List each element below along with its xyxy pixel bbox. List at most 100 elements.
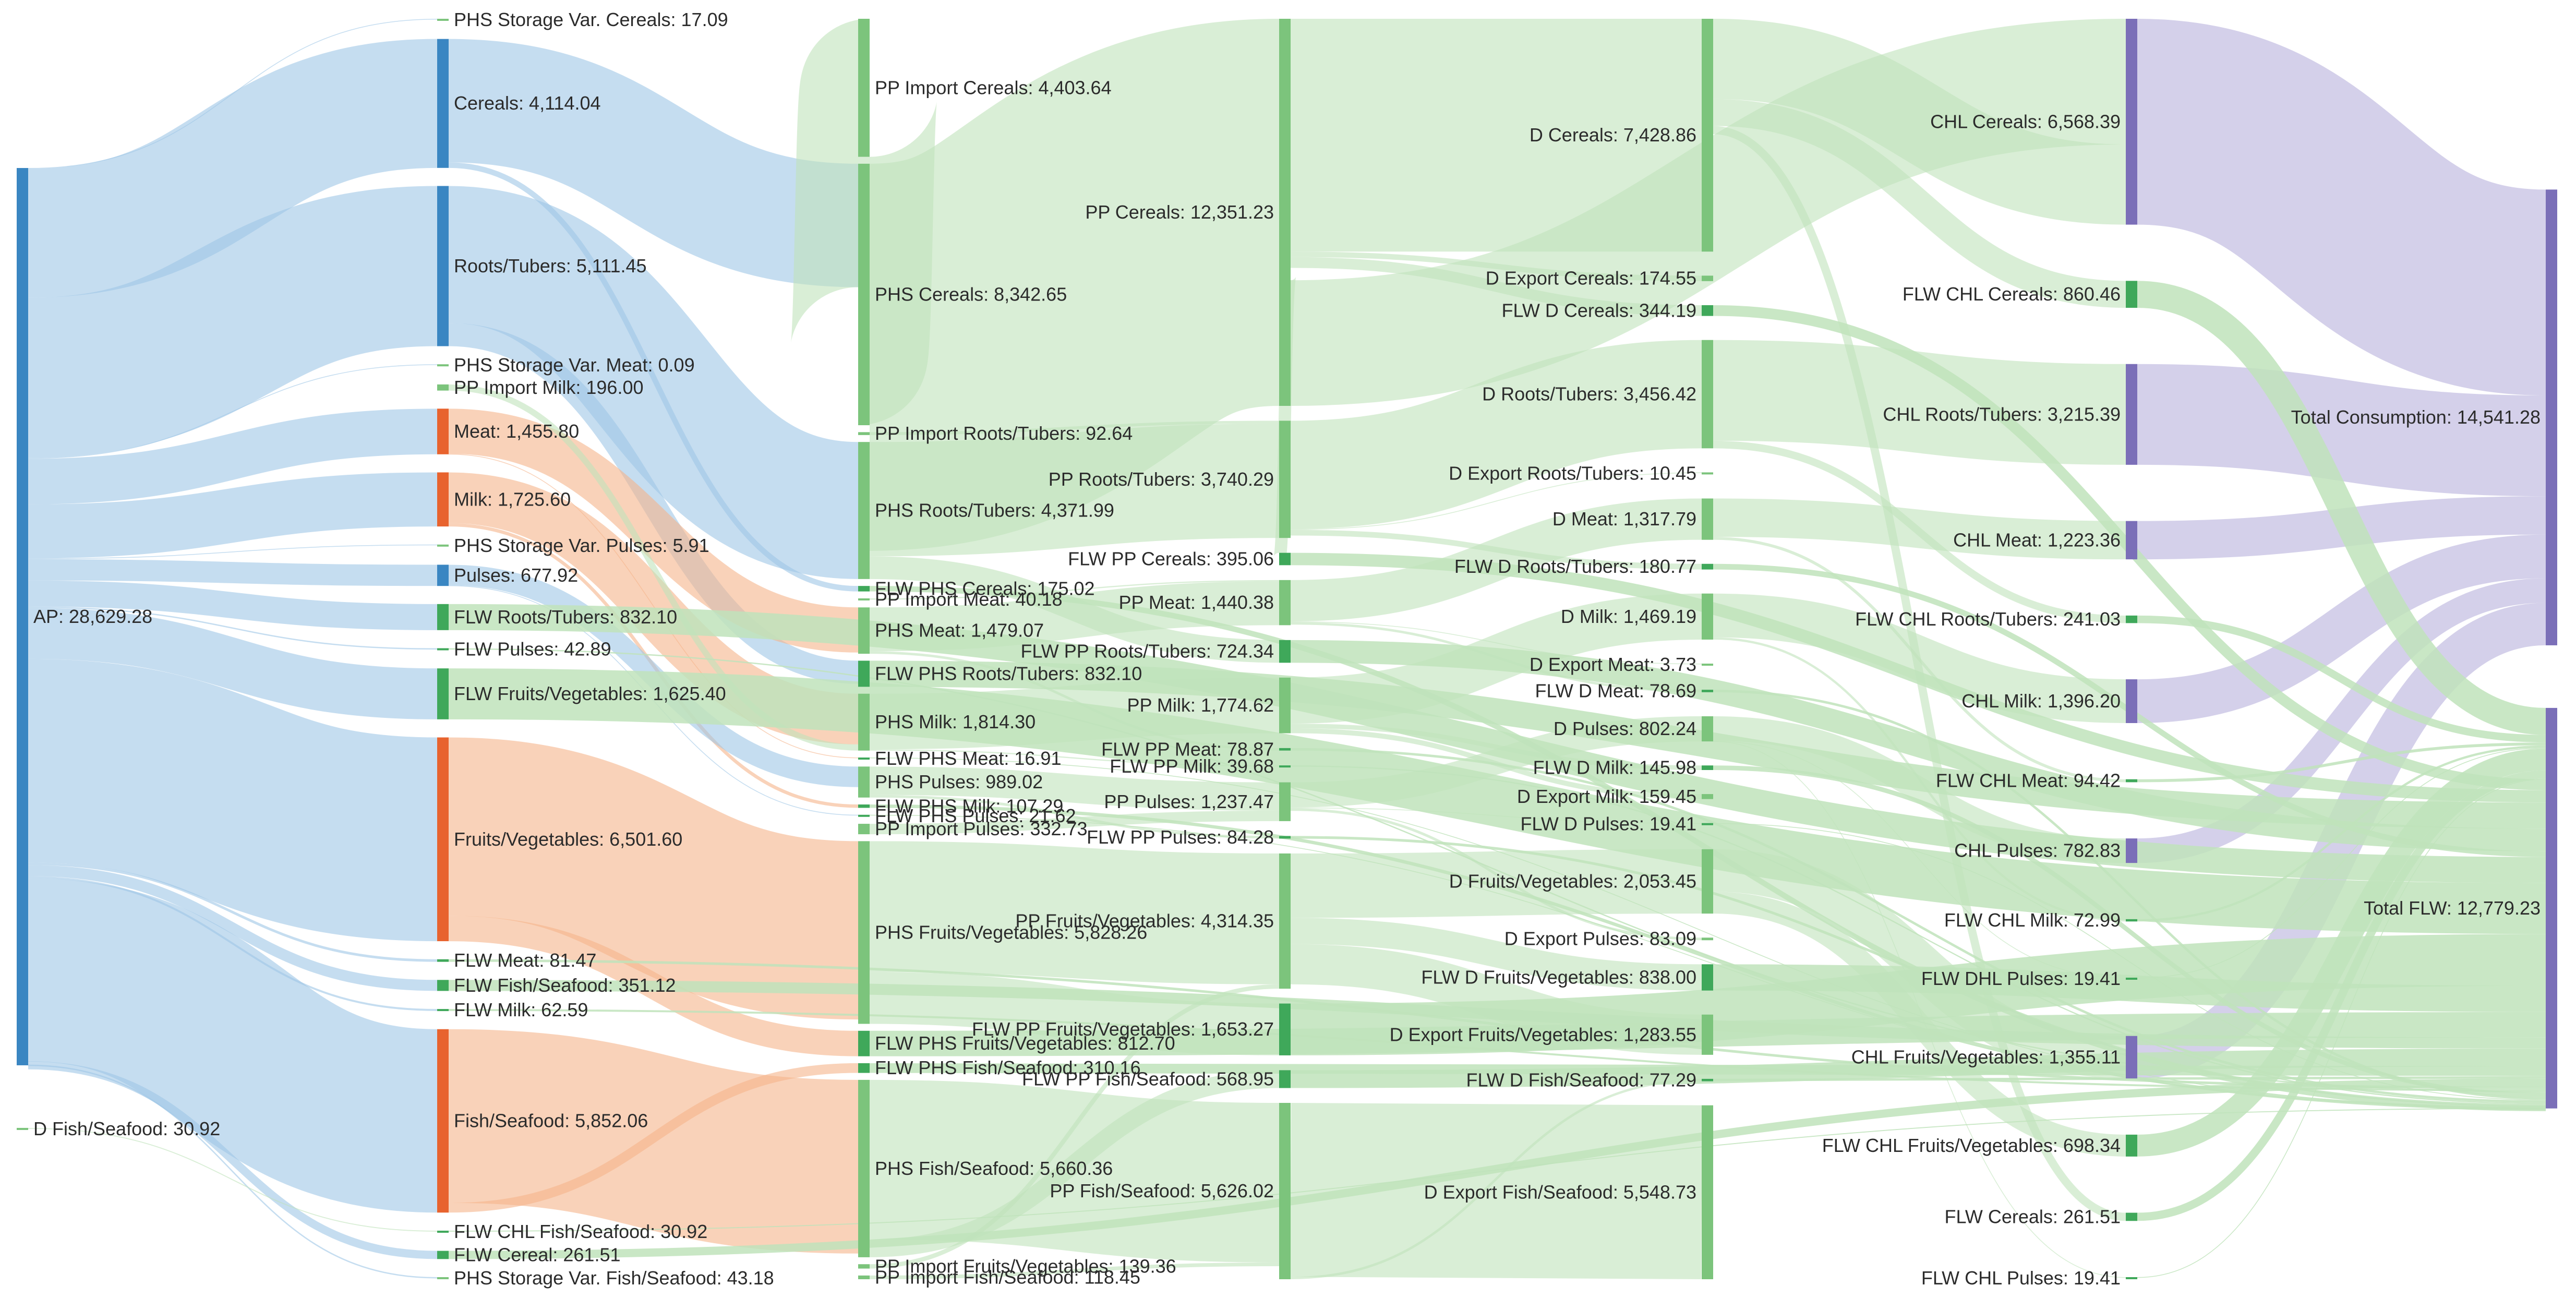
node-flw_pulses[interactable] — [437, 648, 449, 651]
link-cereals-to-phs_cereals[interactable] — [448, 39, 859, 287]
node-flw_pp_meat[interactable] — [1279, 748, 1291, 751]
link-ap-to-phs_sv_meat[interactable] — [28, 364, 438, 459]
node-d_exp_meat[interactable] — [1702, 664, 1713, 666]
link-ap-to-cereals[interactable] — [27, 39, 438, 298]
link-flw_phs_meat-to-total_flw[interactable] — [869, 758, 2546, 1109]
node-flw_meat[interactable] — [437, 959, 449, 962]
node-flw_d_milk[interactable] — [1702, 765, 1713, 770]
node-flw_phs_roots[interactable] — [858, 660, 870, 687]
link-phs_fv-to-flw_pp_fv[interactable] — [869, 972, 1280, 1055]
node-flw_phs_fish[interactable] — [858, 1063, 870, 1073]
node-flw_chl_fish[interactable] — [437, 1230, 449, 1233]
node-d_roots[interactable] — [1702, 340, 1713, 449]
node-phs_cereals[interactable] — [858, 163, 870, 426]
link-ap-to-phs_sv_pulses[interactable] — [28, 544, 438, 559]
node-flw_chl_pulses[interactable] — [2126, 1277, 2137, 1279]
node-phs_sv_cereals[interactable] — [437, 19, 449, 21]
node-d_fv[interactable] — [1702, 849, 1713, 914]
link-flw_chl_cereals-to-total_flw[interactable] — [2137, 281, 2546, 735]
node-d_meat[interactable] — [1702, 498, 1713, 540]
node-d_fish_l[interactable] — [17, 1127, 28, 1130]
node-flw_d_meat[interactable] — [1702, 690, 1713, 692]
link-chl_roots-to-total_cons[interactable] — [2137, 364, 2546, 497]
node-d_exp_fv[interactable] — [1702, 1014, 1713, 1055]
link-ap-to-fish[interactable] — [27, 878, 439, 1213]
node-flw_milk[interactable] — [437, 1009, 449, 1012]
node-cereals[interactable] — [437, 39, 449, 168]
node-flw_chl_fv[interactable] — [2126, 1134, 2137, 1157]
node-d_milk[interactable] — [1702, 593, 1713, 640]
link-ap-to-phs_sv_fish[interactable] — [28, 1064, 438, 1279]
node-pp_imp_cereals[interactable] — [858, 19, 870, 157]
node-phs_roots[interactable] — [858, 442, 870, 579]
node-phs_sv_meat[interactable] — [437, 364, 449, 367]
node-flw_phs_meat[interactable] — [858, 758, 870, 760]
link-phs_cereals-to-pp_cereals[interactable] — [865, 18, 1283, 551]
link-pp_imp_pulses-to-pp_pulses[interactable] — [869, 810, 1280, 835]
link-flw_chl_roots-to-total_flw[interactable] — [2137, 615, 2546, 743]
link-chl_pulses-to-total_cons[interactable] — [2137, 578, 2546, 863]
link-flw_phs_milk-to-total_flw[interactable] — [869, 804, 2546, 1110]
link-flw_milk-to-total_flw[interactable] — [448, 1009, 2546, 1091]
link-ap-to-fv[interactable] — [27, 658, 438, 942]
link-flw_pp_milk-to-total_flw[interactable] — [1290, 765, 2546, 1104]
link-pp_imp_roots-to-pp_roots[interactable] — [869, 420, 1280, 435]
node-flw_d_fish[interactable] — [1702, 1078, 1713, 1081]
node-phs_fish[interactable] — [858, 1079, 870, 1257]
node-flw_pp_roots[interactable] — [1279, 640, 1291, 663]
node-pulses[interactable] — [437, 564, 449, 586]
node-pp_fish[interactable] — [1279, 1103, 1291, 1279]
node-phs_fv[interactable] — [858, 841, 870, 1024]
link-chl_milk-to-total_cons[interactable] — [2137, 534, 2546, 723]
node-flw_pp_cereals[interactable] — [1279, 552, 1291, 566]
link-fish-to-flw_phs_fish[interactable] — [448, 1063, 859, 1213]
link-flw_chl_fish-to-total_flw[interactable] — [448, 1108, 2546, 1232]
link-fv-to-phs_fv[interactable] — [448, 737, 859, 1020]
node-flw_pp_fv[interactable] — [1279, 1003, 1291, 1055]
link-roots-to-phs_roots[interactable] — [447, 186, 860, 579]
link-flw_phs_pulses-to-total_flw[interactable] — [869, 814, 2546, 1109]
link-flw_d_fv-to-total_flw[interactable] — [1713, 964, 2546, 1012]
link-flw_d_pulses-to-total_flw[interactable] — [1713, 823, 2546, 1101]
link-d_fish_l-to-flw_chl_fish[interactable] — [28, 1127, 438, 1232]
node-chl_meat[interactable] — [2126, 521, 2137, 560]
node-flw_chl_roots[interactable] — [2126, 615, 2137, 623]
node-fish[interactable] — [437, 1029, 449, 1213]
node-pp_fv[interactable] — [1279, 853, 1291, 989]
link-flw_phs_fish-to-total_flw[interactable] — [869, 1063, 2546, 1076]
link-phs_fv-to-pp_fv[interactable] — [869, 841, 1280, 984]
node-total_flw[interactable] — [2546, 707, 2557, 1109]
node-d_exp_cereals[interactable] — [1702, 275, 1713, 281]
link-pp_imp_fish-to-pp_fish[interactable] — [869, 1262, 1280, 1279]
link-ap-to-flw_pulses[interactable] — [28, 606, 438, 650]
node-chl_milk[interactable] — [2126, 679, 2137, 723]
link-pp_roots-to-d_roots[interactable] — [1290, 340, 1702, 530]
link-flw_d_meat-to-total_flw[interactable] — [1713, 690, 2546, 1100]
link-ap-to-flw_cereal[interactable] — [28, 1061, 438, 1259]
node-milk[interactable] — [437, 472, 449, 527]
link-flw_fish-to-total_flw[interactable] — [448, 980, 2546, 1049]
link-pp_fv-to-flw_d_fv[interactable] — [1290, 918, 1702, 991]
link-flw_pp_meat-to-total_flw[interactable] — [1290, 748, 2546, 1103]
node-flw_d_roots[interactable] — [1702, 563, 1713, 570]
link-d_cereals-to-chl_cereals[interactable] — [1713, 19, 2126, 225]
node-pp_roots[interactable] — [1279, 420, 1291, 538]
node-d_exp_roots[interactable] — [1702, 472, 1713, 475]
link-flw_phs_cereals-to-total_flw[interactable] — [869, 586, 2546, 1111]
node-chl_pulses[interactable] — [2126, 838, 2137, 863]
node-pp_imp_pulses[interactable] — [858, 824, 870, 835]
link-flw_d_milk-to-total_flw[interactable] — [1713, 765, 2546, 1097]
link-ap-to-meat[interactable] — [28, 408, 438, 504]
node-pp_meat[interactable] — [1279, 580, 1291, 626]
link-flw_fv-to-total_flw[interactable] — [448, 668, 2546, 934]
node-d_exp_fish[interactable] — [1702, 1105, 1713, 1279]
node-flw_fish[interactable] — [437, 980, 449, 991]
node-ap[interactable] — [17, 168, 28, 1065]
node-flw_chl_milk[interactable] — [2126, 919, 2137, 922]
link-flw_chl_meat-to-total_flw[interactable] — [2137, 742, 2546, 783]
node-d_exp_milk[interactable] — [1702, 794, 1713, 799]
link-ap-to-flw_roots[interactable] — [28, 580, 438, 630]
link-pp_roots-to-d_exp_roots[interactable] — [1290, 472, 1702, 530]
link-flw_pulses-to-total_flw[interactable] — [448, 648, 2546, 1093]
node-flw_pp_pulses[interactable] — [1279, 836, 1291, 839]
